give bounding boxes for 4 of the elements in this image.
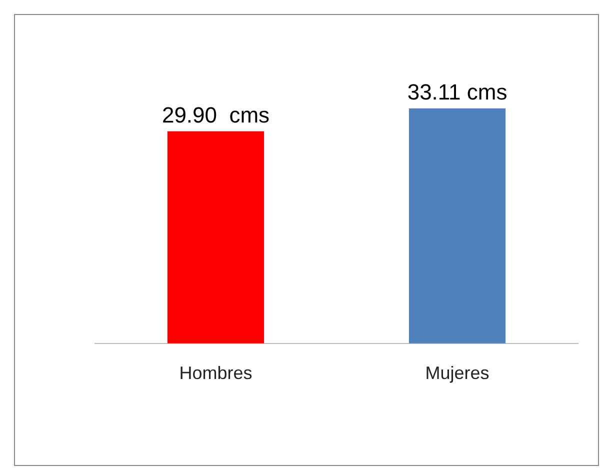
x-tick-label: Hombres — [179, 363, 252, 384]
data-label: 29.90 cms — [162, 102, 270, 128]
data-label: 33.11 cms — [407, 79, 508, 104]
x-tick-label: Mujeres — [425, 363, 490, 384]
